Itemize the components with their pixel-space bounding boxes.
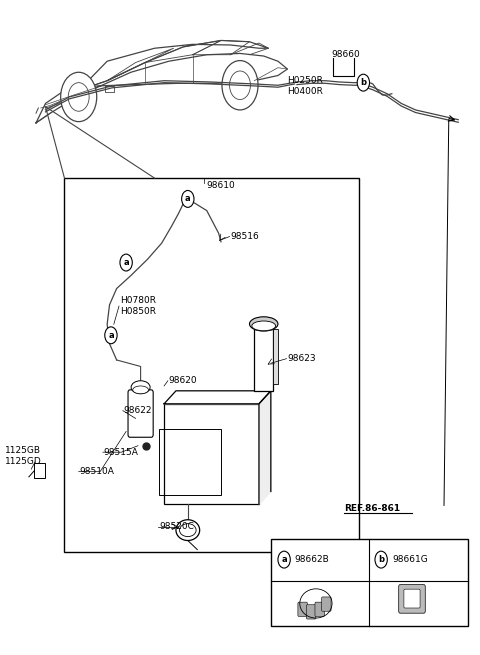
Circle shape <box>357 74 370 91</box>
Circle shape <box>278 551 290 568</box>
Ellipse shape <box>250 317 278 331</box>
Text: b: b <box>378 555 384 564</box>
Bar <box>271 538 468 626</box>
Text: REF.86-861: REF.86-861 <box>344 504 400 513</box>
Text: 1125GD: 1125GD <box>5 457 41 466</box>
Text: 98660: 98660 <box>331 50 360 59</box>
FancyBboxPatch shape <box>128 390 153 438</box>
Text: H0250R: H0250R <box>288 76 324 85</box>
Polygon shape <box>164 391 271 404</box>
FancyBboxPatch shape <box>399 585 425 613</box>
Circle shape <box>222 60 258 110</box>
Bar <box>164 404 259 504</box>
Text: b: b <box>360 78 366 87</box>
Text: 98515A: 98515A <box>104 448 139 457</box>
Text: a: a <box>108 331 114 340</box>
FancyBboxPatch shape <box>315 602 324 616</box>
Text: 98510A: 98510A <box>80 467 115 476</box>
Ellipse shape <box>180 523 196 536</box>
Ellipse shape <box>252 321 276 331</box>
Polygon shape <box>79 41 268 90</box>
Text: a: a <box>185 195 191 204</box>
Polygon shape <box>259 391 271 504</box>
FancyBboxPatch shape <box>404 589 420 608</box>
Text: 98662B: 98662B <box>295 555 329 564</box>
FancyBboxPatch shape <box>34 463 46 477</box>
Bar <box>64 178 359 552</box>
Ellipse shape <box>133 386 148 394</box>
Text: 98520C: 98520C <box>159 523 194 531</box>
Text: 98516: 98516 <box>230 232 259 241</box>
Circle shape <box>120 254 132 271</box>
Bar <box>254 329 273 391</box>
Text: a: a <box>123 258 129 267</box>
Bar <box>159 429 221 495</box>
Ellipse shape <box>176 519 200 540</box>
Text: 1125GB: 1125GB <box>5 447 41 455</box>
Circle shape <box>181 191 194 208</box>
Text: 98620: 98620 <box>169 376 197 385</box>
Polygon shape <box>36 54 288 123</box>
Text: H0850R: H0850R <box>120 307 156 316</box>
Text: 98610: 98610 <box>207 181 236 191</box>
Ellipse shape <box>131 381 150 394</box>
Text: a: a <box>281 555 287 564</box>
Text: 98623: 98623 <box>288 354 316 363</box>
FancyBboxPatch shape <box>322 597 331 611</box>
Text: 98661G: 98661G <box>392 555 428 564</box>
Circle shape <box>105 327 117 344</box>
Circle shape <box>375 551 387 568</box>
Circle shape <box>60 72 96 122</box>
Text: H0780R: H0780R <box>120 295 156 305</box>
Text: 98622: 98622 <box>124 406 152 415</box>
FancyBboxPatch shape <box>306 605 316 619</box>
Bar <box>273 329 278 384</box>
Text: H0400R: H0400R <box>288 87 324 96</box>
FancyBboxPatch shape <box>298 602 307 616</box>
